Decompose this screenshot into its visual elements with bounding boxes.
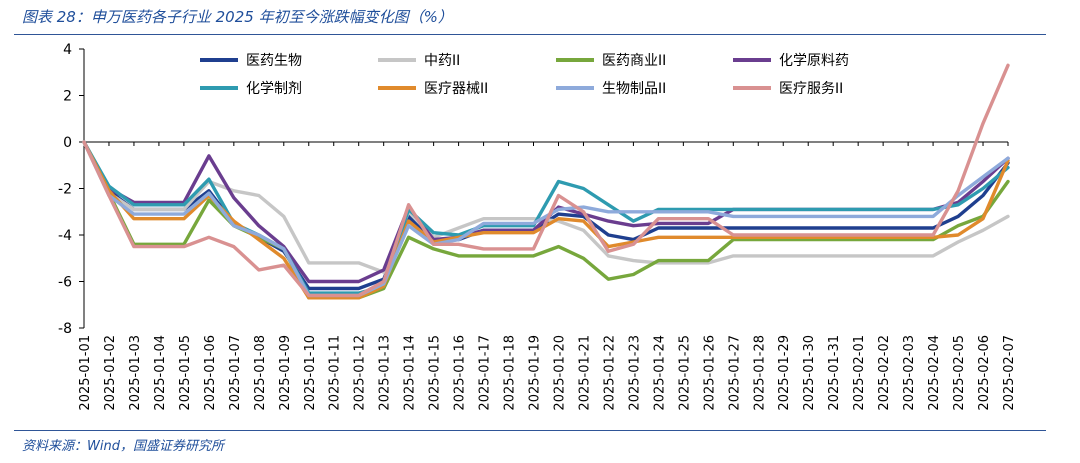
x-tick-label: 2025-01-26 — [702, 335, 717, 411]
y-tick-label: 4 — [63, 42, 72, 58]
x-tick-label: 2025-01-05 — [178, 335, 193, 411]
series-line-6 — [82, 140, 1010, 298]
legend-label-1: 中药II — [424, 53, 460, 69]
x-tick-label: 2025-01-27 — [727, 335, 742, 411]
x-tick-label: 2025-01-07 — [228, 335, 243, 411]
x-tick-label: 2025-01-20 — [552, 335, 567, 411]
x-tick-label: 2025-01-04 — [153, 335, 168, 411]
x-tick-label: 2025-01-12 — [353, 335, 368, 411]
x-tick-label: 2025-02-03 — [902, 335, 917, 411]
x-tick-label: 2025-02-05 — [952, 335, 967, 411]
y-tick-label: 0 — [63, 135, 72, 151]
x-tick-label: 2025-01-24 — [652, 335, 667, 411]
x-tick-label: 2025-01-13 — [378, 335, 393, 411]
x-tick-label: 2025-01-15 — [428, 335, 443, 411]
x-tick-label: 2025-01-09 — [278, 335, 293, 411]
legend-label-2: 医药商业II — [602, 53, 666, 69]
x-tick-label: 2025-01-21 — [577, 335, 592, 411]
x-tick-label: 2025-02-04 — [927, 335, 942, 411]
x-tick-label: 2025-02-02 — [877, 335, 892, 411]
line-chart: 4 2 0 -2 -4 -6 -8 2025-01-01 2025-01-02 2025-01-0… — [58, 42, 1017, 411]
legend-label-4: 化学制剂 — [246, 81, 302, 97]
x-tick-label: 2025-01-02 — [103, 335, 118, 411]
y-tick-label: -2 — [58, 182, 72, 198]
x-tick-label: 2025-01-06 — [203, 335, 218, 411]
x-tick-label: 2025-01-10 — [303, 335, 318, 411]
chart-series-lines — [82, 63, 1010, 300]
title-divider — [14, 34, 1046, 35]
figure-title: 图表 28：申万医药各子行业 2025 年初至今涨跌幅变化图（%） — [22, 8, 453, 26]
x-tick-label: 2025-01-14 — [403, 335, 418, 411]
legend-label-3: 化学原料药 — [779, 53, 849, 69]
x-tick-label: 2025-01-25 — [677, 335, 692, 411]
x-tick-label: 2025-01-31 — [827, 335, 842, 411]
legend-label-0: 医药生物 — [246, 53, 302, 69]
x-tick-label: 2025-01-30 — [802, 335, 817, 411]
x-tick-label: 2025-01-08 — [253, 335, 268, 411]
x-tick-label: 2025-01-23 — [627, 335, 642, 411]
y-tick-label: -8 — [58, 321, 72, 337]
x-tick-label: 2025-01-19 — [528, 335, 543, 411]
figure-source: 资料来源：Wind，国盛证券研究所 — [22, 439, 224, 454]
x-tick-label: 2025-01-29 — [777, 335, 792, 411]
chart-axes: 4 2 0 -2 -4 -6 -8 2025-01-01 2025-01-02 2025-01-0… — [58, 42, 1017, 411]
y-tick-label: -6 — [58, 275, 72, 291]
x-tick-label: 2025-01-16 — [453, 335, 468, 411]
x-tick-label: 2025-02-06 — [977, 335, 992, 411]
x-tick-label: 2025-01-17 — [478, 335, 493, 411]
x-tick-label: 2025-01-28 — [752, 335, 767, 411]
source-divider — [14, 430, 1046, 431]
legend-label-5: 医疗器械II — [424, 81, 488, 97]
series-line-7 — [82, 63, 1010, 298]
y-tick-label: 2 — [63, 89, 72, 105]
x-tick-label: 2025-01-11 — [328, 335, 343, 411]
x-tick-label: 2025-02-01 — [852, 335, 867, 411]
legend-label-7: 医疗服务II — [779, 81, 843, 97]
x-tick-label: 2025-02-07 — [1002, 335, 1017, 411]
x-tick-label: 2025-01-22 — [602, 335, 617, 411]
x-tick-label: 2025-01-03 — [128, 335, 143, 411]
y-tick-label: -4 — [58, 228, 72, 244]
x-tick-label: 2025-01-01 — [78, 335, 93, 411]
legend-label-6: 生物制品II — [602, 81, 666, 97]
x-tick-label: 2025-01-18 — [503, 335, 518, 411]
